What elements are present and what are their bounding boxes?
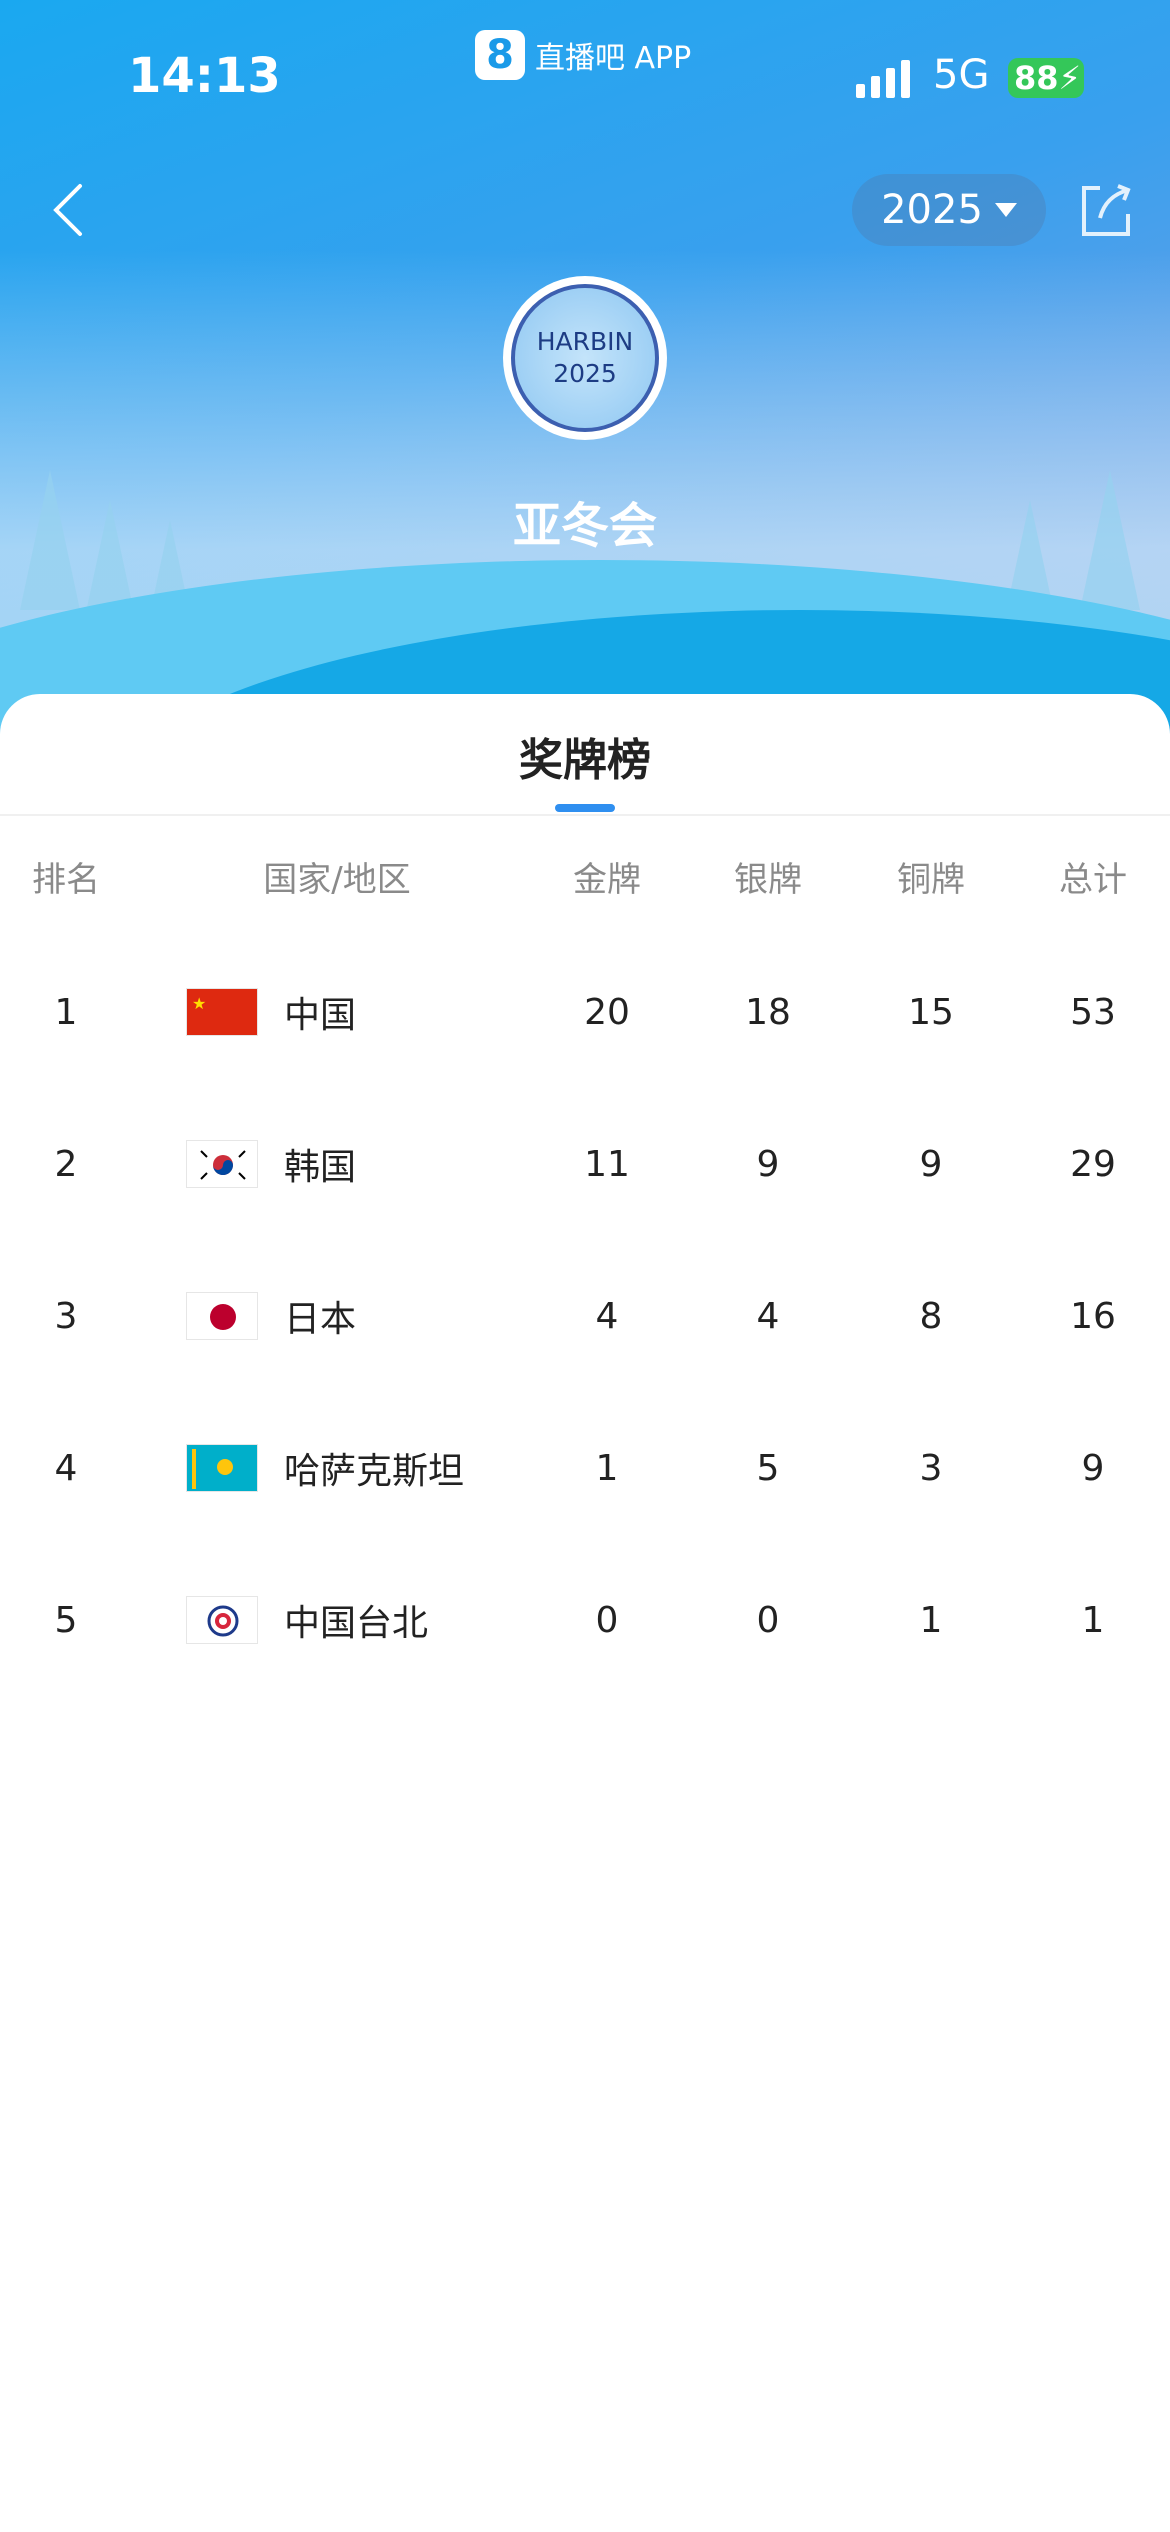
header-total: 总计 xyxy=(1059,859,1127,900)
event-emblem: HARBIN 2025 xyxy=(503,276,667,440)
total-count: 16 xyxy=(1070,1295,1116,1337)
rank: 5 xyxy=(54,1599,78,1641)
app-badge: 8 直播吧 APP xyxy=(475,30,691,80)
total-count: 9 xyxy=(1081,1447,1105,1489)
gold-count: 4 xyxy=(595,1295,619,1337)
emblem-year: 2025 xyxy=(553,359,617,388)
header-bronze: 铜牌 xyxy=(897,859,965,900)
south-korea-flag-icon xyxy=(186,1140,258,1188)
gold-count: 1 xyxy=(595,1447,619,1489)
china-flag-icon: ★ xyxy=(186,988,258,1036)
header-rank: 排名 xyxy=(32,859,100,900)
country-name: 中国 xyxy=(284,995,357,1036)
caret-down-icon xyxy=(994,203,1017,217)
kazakhstan-flag-icon xyxy=(186,1444,258,1492)
app-name: 直播吧 APP xyxy=(535,41,692,76)
status-time: 14:13 xyxy=(128,48,281,104)
silver-count: 0 xyxy=(756,1599,780,1641)
silver-count: 4 xyxy=(756,1295,780,1337)
silver-count: 18 xyxy=(745,991,791,1033)
bronze-count: 15 xyxy=(908,991,954,1033)
year-selector[interactable]: 2025 xyxy=(852,174,1046,246)
chinese-taipei-flag-icon xyxy=(186,1596,258,1644)
signal-icon xyxy=(856,60,910,98)
rank: 3 xyxy=(54,1295,78,1337)
silver-count: 9 xyxy=(756,1143,780,1185)
table-row[interactable]: 1 ★ 中国 20 18 15 53 xyxy=(0,972,1170,1052)
rank: 4 xyxy=(54,1447,78,1489)
header-country: 国家/地区 xyxy=(263,859,411,900)
rank: 2 xyxy=(54,1143,78,1185)
network-type: 5G xyxy=(933,52,990,98)
bronze-count: 1 xyxy=(919,1599,943,1641)
header-silver: 银牌 xyxy=(734,859,802,900)
country-name: 日本 xyxy=(284,1299,357,1340)
silver-count: 5 xyxy=(756,1447,780,1489)
japan-flag-icon xyxy=(186,1292,258,1340)
status-bar: 14:13 8 直播吧 APP 5G 88⚡ xyxy=(0,0,1170,130)
table-row[interactable]: 2 韩国 11 9 9 29 xyxy=(0,1124,1170,1204)
year-value: 2025 xyxy=(881,187,983,233)
tab-indicator xyxy=(555,804,615,812)
gold-count: 11 xyxy=(584,1143,630,1185)
bronze-count: 8 xyxy=(919,1295,943,1337)
back-icon[interactable] xyxy=(44,180,104,240)
gold-count: 20 xyxy=(584,991,630,1033)
table-row[interactable]: 4 哈萨克斯坦 1 5 3 9 xyxy=(0,1428,1170,1508)
rank: 1 xyxy=(54,991,78,1033)
country-name: 中国台北 xyxy=(284,1603,429,1644)
bronze-count: 3 xyxy=(919,1447,943,1489)
bronze-count: 9 xyxy=(919,1143,943,1185)
battery-level: 88 xyxy=(1014,59,1059,97)
svg-text:★: ★ xyxy=(192,994,206,1013)
gold-count: 0 xyxy=(595,1599,619,1641)
table-row[interactable]: 3 日本 4 4 8 16 xyxy=(0,1276,1170,1356)
country-name: 哈萨克斯坦 xyxy=(284,1451,465,1492)
total-count: 29 xyxy=(1070,1143,1116,1185)
divider xyxy=(0,814,1170,816)
tab-medal-table[interactable]: 奖牌榜 xyxy=(519,735,651,786)
table-header: 排名 国家/地区 金牌 银牌 铜牌 总计 xyxy=(0,836,1170,916)
table-row[interactable]: 5 中国台北 0 0 1 1 xyxy=(0,1580,1170,1660)
total-count: 53 xyxy=(1070,991,1116,1033)
header-gold: 金牌 xyxy=(573,859,641,900)
share-icon[interactable] xyxy=(1078,180,1134,240)
total-count: 1 xyxy=(1081,1599,1105,1641)
battery-icon: 88⚡ xyxy=(1008,58,1084,98)
app-logo-icon: 8 xyxy=(475,30,525,80)
event-name: 亚冬会 xyxy=(512,498,657,554)
country-name: 韩国 xyxy=(284,1147,357,1188)
medal-table-card: 奖牌榜 排名 国家/地区 金牌 银牌 铜牌 总计 1 ★ 中国 20 18 15… xyxy=(0,694,1170,2532)
emblem-text: HARBIN xyxy=(536,327,634,356)
